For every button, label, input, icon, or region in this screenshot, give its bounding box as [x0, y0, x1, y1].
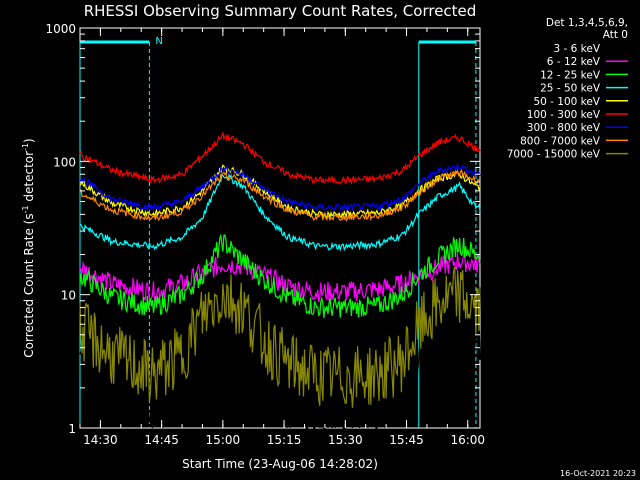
- legend-label: 800 - 7000 keV: [520, 135, 601, 147]
- legend-label: 50 - 100 keV: [533, 96, 600, 108]
- x-tick-label: 15:45: [389, 433, 424, 447]
- series-line-7: [79, 168, 481, 222]
- x-tick-label: 15:00: [206, 433, 241, 447]
- y-axis-label: Corrected Count Rate (s-1 detector-1): [21, 138, 36, 357]
- legend-header-line1: Det 1,3,4,5,6,9,: [546, 17, 628, 29]
- y-axis-ticks: 1 10 100 1000: [45, 22, 480, 436]
- x-tick-label: 16:00: [450, 433, 485, 447]
- series-line-8: [79, 266, 481, 408]
- legend-label: 300 - 800 keV: [527, 122, 601, 134]
- series-line-3: [79, 173, 481, 252]
- legend-label: 25 - 50 keV: [540, 83, 601, 95]
- series-line-2: [79, 234, 481, 318]
- x-axis-ticks: 14:30 14:45 15:00 15:15 15:30 15:45 16:00: [79, 28, 485, 447]
- legend-label: 12 - 25 keV: [540, 69, 601, 81]
- x-tick-label: 14:45: [144, 433, 179, 447]
- series-line-5: [79, 132, 481, 186]
- legend-label: 7000 - 15000 keV: [507, 149, 601, 161]
- y-tick-label: 100: [53, 155, 76, 169]
- legend-label: 100 - 300 keV: [527, 109, 601, 121]
- legend-header-line2: Att 0: [603, 29, 628, 41]
- series-line-0: [79, 293, 481, 429]
- footer-timestamp: 16-Oct-2021 20:23: [560, 469, 636, 478]
- chart-title: RHESSI Observing Summary Count Rates, Co…: [84, 2, 477, 20]
- series-group: [79, 132, 481, 429]
- y-tick-label: 1000: [45, 22, 76, 36]
- y-tick-label: 10: [61, 289, 76, 303]
- legend-label: 3 - 6 keV: [553, 43, 600, 55]
- x-tick-label: 15:15: [267, 433, 302, 447]
- series-line-1: [79, 250, 481, 303]
- series-line-6: [79, 163, 481, 213]
- x-axis-label: Start Time (23-Aug-06 14:28:02): [182, 457, 378, 471]
- interval-label: N: [155, 36, 162, 47]
- legend-label: 6 - 12 keV: [547, 56, 601, 68]
- y-tick-label: 1: [68, 422, 76, 436]
- x-tick-label: 14:30: [83, 433, 118, 447]
- x-tick-label: 15:30: [328, 433, 363, 447]
